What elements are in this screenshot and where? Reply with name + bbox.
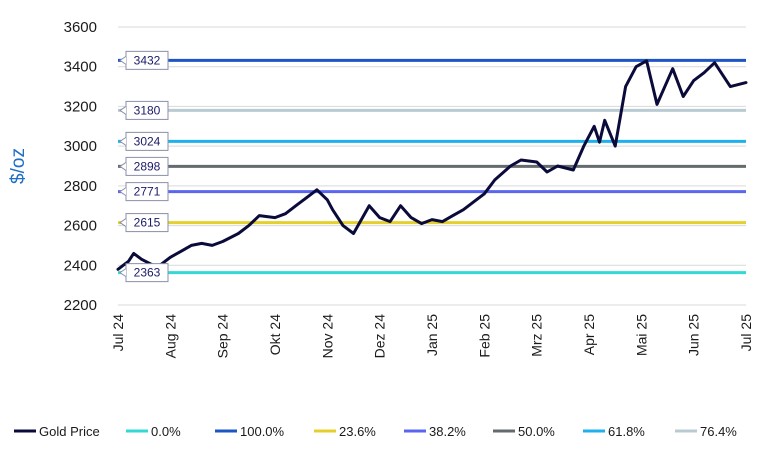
x-tick-8: Mrz 25: [529, 314, 545, 357]
level-label-2615: 2615: [119, 213, 169, 233]
series-line-0: [116, 59, 748, 271]
y-tick-3000: 3000: [64, 138, 97, 155]
grid-lines: [118, 26, 746, 306]
y-tick-3600: 3600: [64, 19, 97, 36]
level-label-text: 2898: [134, 159, 161, 173]
y-tick-2600: 2600: [64, 218, 97, 235]
legend-label: 61.8%: [608, 424, 645, 439]
x-tick-3: Okt 24: [267, 314, 283, 355]
y-tick-2400: 2400: [64, 257, 97, 274]
x-tick-10: Mai 25: [633, 314, 649, 356]
fibonacci-levels: [118, 58, 746, 275]
x-tick-2: Sep 24: [215, 314, 231, 359]
x-axis: Jul 24 Aug 24 Sep 24 Okt 24 Nov 24 Dez 24 Jan …: [110, 314, 754, 359]
x-tick-7: Feb 25: [476, 314, 492, 358]
legend-item-7: 76.4%: [675, 424, 737, 439]
x-tick-5: Dez 24: [372, 314, 388, 359]
legend-item-3: 23.6%: [314, 424, 376, 439]
x-tick-6: Jan 25: [424, 314, 440, 356]
y-axis-label: $/oz: [8, 148, 29, 184]
level-label-3432: 3432: [119, 50, 169, 70]
level-label-pointer: [119, 161, 127, 171]
legend-item-4: 38.2%: [404, 424, 466, 439]
level-label-text: 3024: [134, 134, 161, 148]
level-label-3180: 3180: [119, 100, 169, 120]
x-tick-11: Jun 25: [686, 314, 702, 356]
legend: Gold Price 0.0% 100.0% 23.6% 38.2% 50.0% 61.8%…: [14, 424, 737, 439]
legend-label: 100.0%: [240, 424, 285, 439]
y-tick-3200: 3200: [64, 98, 97, 115]
y-tick-3400: 3400: [64, 59, 97, 76]
level-label-pointer: [119, 55, 127, 65]
legend-label: 0.0%: [151, 424, 181, 439]
x-tick-1: Aug 24: [162, 314, 178, 359]
level-label-text: 3180: [134, 103, 161, 117]
y-tick-2200: 2200: [64, 297, 97, 314]
legend-item-5: 50.0%: [493, 424, 555, 439]
x-tick-4: Nov 24: [319, 314, 335, 359]
level-label-pointer: [119, 105, 127, 115]
level-label-text: 2771: [134, 185, 161, 199]
level-label-pointer: [119, 136, 127, 146]
level-label-text: 3432: [134, 53, 161, 67]
level-label-2771: 2771: [119, 182, 169, 202]
legend-label: 50.0%: [518, 424, 555, 439]
legend-label: 23.6%: [339, 424, 376, 439]
level-labels: 2363 3432 2615 2771 2898 3024 3180: [119, 50, 169, 283]
level-label-2363: 2363: [119, 263, 169, 283]
legend-label: 38.2%: [429, 424, 466, 439]
x-tick-0: Jul 24: [110, 314, 126, 352]
price-line-layer: [116, 59, 748, 271]
y-tick-2800: 2800: [64, 178, 97, 195]
legend-item-6: 61.8%: [583, 424, 645, 439]
legend-label: 76.4%: [700, 424, 737, 439]
level-label-2898: 2898: [119, 156, 169, 176]
level-label-3024: 3024: [119, 131, 169, 151]
level-label-text: 2363: [134, 266, 161, 280]
level-label-pointer: [119, 218, 127, 228]
x-tick-9: Apr 25: [581, 314, 597, 355]
level-label-pointer: [119, 187, 127, 197]
legend-item-1: 0.0%: [126, 424, 181, 439]
level-label-pointer: [119, 268, 127, 278]
legend-item-0: Gold Price: [14, 424, 100, 439]
legend-label: Gold Price: [39, 424, 100, 439]
x-tick-12: Jul 25: [738, 314, 754, 352]
y-axis: 2200 2400 2600 2800 3000 3200 3400 3600: [64, 19, 97, 314]
legend-item-2: 100.0%: [215, 424, 285, 439]
level-label-text: 2615: [134, 216, 161, 230]
